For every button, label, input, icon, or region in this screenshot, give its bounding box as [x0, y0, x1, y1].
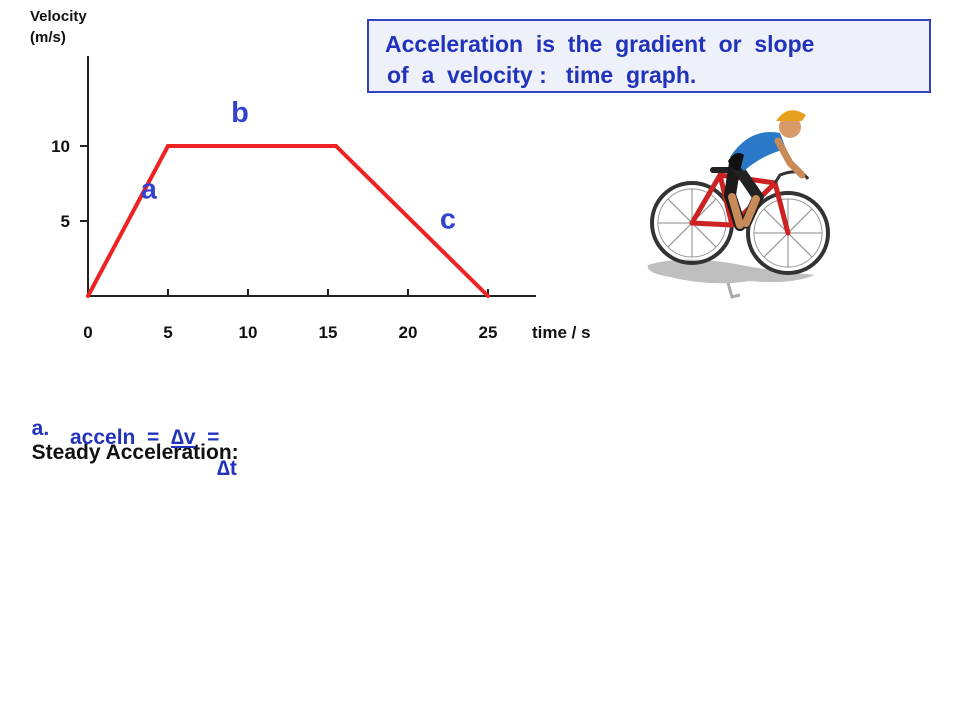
x-axis-label: time / s [532, 323, 591, 342]
segment-label-a: a [141, 174, 158, 206]
x-tick-label: 25 [479, 323, 498, 342]
y-axis-label: Velocity (m/s) [30, 6, 87, 48]
x-tick-label: 5 [163, 323, 172, 342]
series-point [334, 144, 338, 148]
definition-line-1: Acceleration is the gradient or slope [385, 31, 815, 57]
x-tick-label: 15 [319, 323, 338, 342]
x-tick-label: 0 [83, 323, 92, 342]
formula-numerator: ∆v [170, 426, 196, 449]
y-axis-label-line1: Velocity [30, 8, 87, 25]
definition-line-2: of a velocity : time graph. [387, 62, 697, 88]
x-tick-label: 10 [239, 323, 258, 342]
segment-label-c: c [440, 204, 456, 236]
formula-denominator: ∆t [217, 457, 237, 480]
cyclist-icon [647, 110, 830, 299]
series-point [486, 294, 490, 298]
definition-box: Acceleration is the gradient or slope of… [367, 19, 931, 93]
velocity-series-line [86, 144, 490, 298]
series-point [166, 144, 170, 148]
explanation-heading: Steady Acceleration: [31, 441, 239, 464]
explanation-heading-row: a. Steady Acceleration: [20, 393, 239, 465]
series-point [86, 294, 90, 298]
y-axis-label-line2: (m/s) [30, 29, 66, 46]
formula-row: acceln = ∆v = [70, 426, 219, 450]
y-tick-label: 5 [61, 212, 70, 231]
y-tick-label: 10 [51, 137, 70, 156]
formula-suffix: = [195, 426, 220, 449]
x-tick-label: 20 [399, 323, 418, 342]
item-letter: a. [31, 417, 50, 440]
segment-label-b: b [231, 97, 249, 129]
formula-prefix: acceln = [70, 426, 171, 449]
